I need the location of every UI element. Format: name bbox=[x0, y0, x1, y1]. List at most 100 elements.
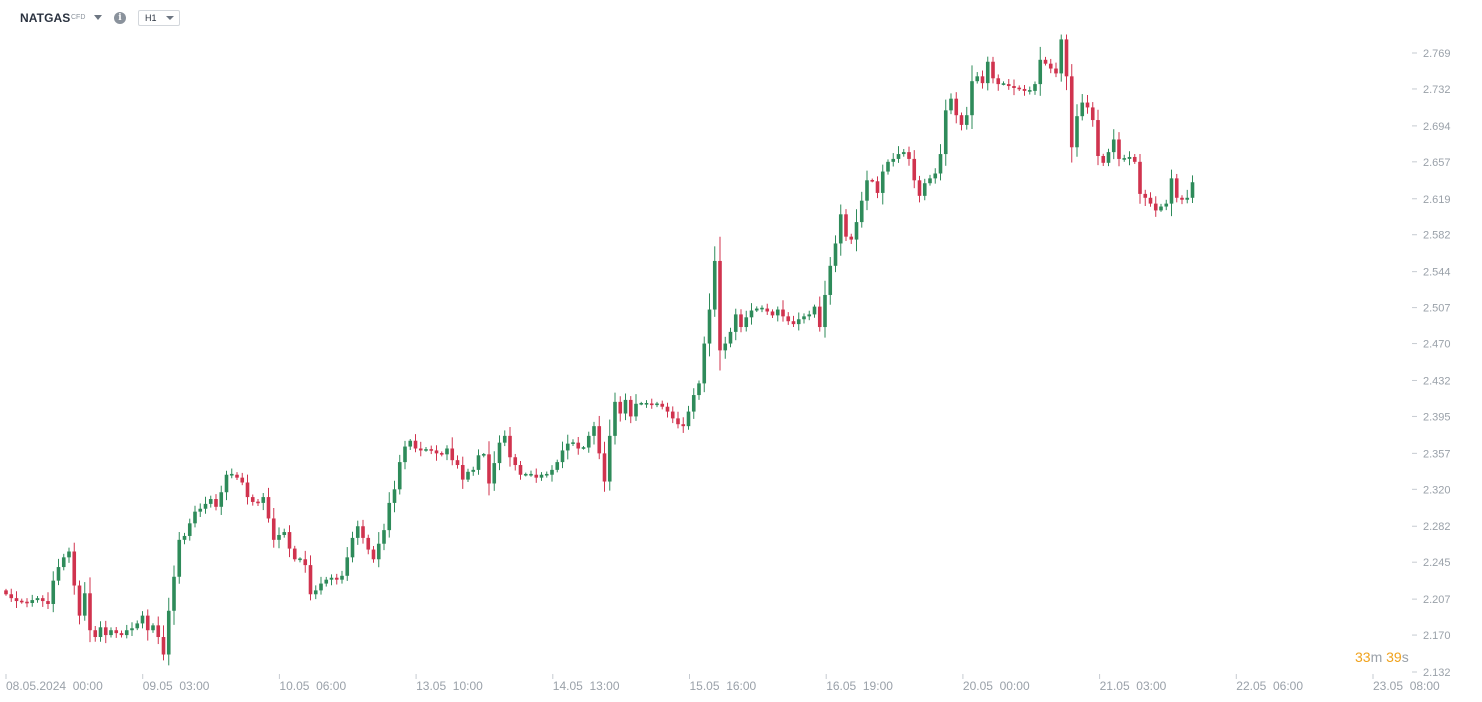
candle-body bbox=[980, 76, 985, 84]
candle-body bbox=[124, 630, 129, 636]
time-tick-label: 09.05 03:00 bbox=[143, 679, 210, 693]
time-tick-label: 16.05 19:00 bbox=[826, 679, 893, 693]
symbol-name[interactable]: NATGAS bbox=[20, 11, 71, 25]
candle-body bbox=[319, 583, 323, 591]
candle-body bbox=[361, 526, 365, 538]
symbol-dropdown-icon[interactable] bbox=[94, 15, 102, 20]
candle-body bbox=[970, 81, 974, 116]
candle-body bbox=[1059, 39, 1064, 74]
candle-body bbox=[1127, 156, 1132, 159]
candle-body bbox=[949, 98, 953, 111]
candle-body bbox=[182, 535, 187, 540]
info-icon[interactable]: i bbox=[114, 12, 126, 24]
candle-body bbox=[508, 435, 512, 458]
countdown-minutes: 33 bbox=[1355, 649, 1371, 665]
candle-body bbox=[103, 627, 108, 636]
candle-body bbox=[229, 473, 234, 476]
candle-body bbox=[308, 565, 313, 595]
price-tick-label: 2.132 bbox=[1423, 667, 1451, 679]
price-tick-label: 2.582 bbox=[1423, 230, 1451, 242]
candle-body bbox=[676, 418, 680, 425]
price-tick-label: 2.395 bbox=[1423, 411, 1451, 423]
candle-body bbox=[1080, 102, 1085, 117]
candle-body bbox=[1054, 68, 1058, 74]
candle-body bbox=[886, 161, 890, 172]
candle-body bbox=[340, 575, 344, 580]
time-tick-label: 14.05 13:00 bbox=[553, 679, 620, 693]
candle-body bbox=[166, 610, 171, 655]
candle-body bbox=[718, 260, 722, 351]
candle-body bbox=[786, 316, 791, 322]
candle-body bbox=[1101, 156, 1106, 163]
candle-body bbox=[403, 446, 407, 463]
candle-body bbox=[466, 471, 470, 480]
candle-body bbox=[686, 411, 691, 427]
candle-body bbox=[502, 435, 507, 443]
time-tick-label: 13.05 10:00 bbox=[416, 679, 483, 693]
candle-body bbox=[691, 395, 696, 412]
candle-body bbox=[345, 557, 350, 576]
price-tick-label: 2.657 bbox=[1423, 157, 1451, 169]
candle-body bbox=[177, 539, 182, 577]
candle-body bbox=[875, 181, 880, 193]
candle-body bbox=[245, 482, 250, 498]
candle-body bbox=[72, 551, 77, 586]
candle-body bbox=[880, 171, 885, 193]
candle-body bbox=[240, 477, 245, 483]
candle-body bbox=[1190, 182, 1195, 198]
candle-body bbox=[907, 152, 911, 159]
candle-body bbox=[597, 426, 602, 454]
candle-body bbox=[581, 447, 586, 449]
candle-body bbox=[77, 585, 82, 616]
candle-body bbox=[298, 558, 302, 561]
candle-body bbox=[214, 499, 218, 507]
candle-body bbox=[938, 154, 943, 174]
candle-body bbox=[518, 465, 523, 475]
candle-body bbox=[371, 549, 376, 560]
candle-body bbox=[1132, 156, 1137, 162]
candle-body bbox=[151, 625, 155, 631]
candle-body bbox=[397, 462, 402, 490]
timeframe-select[interactable]: H1 bbox=[138, 10, 180, 26]
candle-body bbox=[439, 453, 444, 455]
candle-body bbox=[760, 307, 764, 310]
candle-body bbox=[266, 497, 271, 519]
candle-body bbox=[277, 534, 281, 540]
candle-body bbox=[1064, 39, 1069, 77]
candle-body bbox=[865, 180, 869, 201]
candle-body bbox=[802, 316, 806, 320]
candle-body bbox=[681, 424, 686, 427]
candle-body bbox=[649, 403, 654, 406]
candle-body bbox=[1164, 203, 1169, 207]
countdown-minutes-unit: m bbox=[1370, 649, 1383, 665]
time-tick-label: 08.05.2024 00:00 bbox=[6, 679, 103, 693]
candle-body bbox=[334, 577, 339, 580]
candle-body bbox=[329, 577, 334, 580]
candle-body bbox=[697, 383, 701, 396]
time-tick-label: 23.05 08:00 bbox=[1373, 679, 1440, 693]
candle-body bbox=[187, 523, 192, 536]
price-tick-label: 2.507 bbox=[1423, 303, 1451, 315]
chart-toolbar: NATGAS CFD i H1 bbox=[0, 0, 300, 36]
candle-body bbox=[1048, 63, 1053, 69]
candle-body bbox=[660, 403, 665, 407]
candle-body bbox=[928, 178, 932, 184]
candle-body bbox=[712, 260, 717, 310]
candle-body bbox=[140, 615, 145, 624]
candle-body bbox=[35, 598, 40, 601]
candle-body bbox=[1117, 139, 1121, 159]
candle-body bbox=[901, 152, 906, 155]
candle-body bbox=[1090, 107, 1095, 121]
candle-body bbox=[602, 453, 607, 482]
candle-body bbox=[224, 474, 229, 493]
candle-body bbox=[828, 265, 833, 295]
candle-body bbox=[366, 537, 371, 550]
price-tick-label: 2.432 bbox=[1423, 375, 1451, 387]
price-tick-label: 2.245 bbox=[1423, 557, 1451, 569]
candle-body bbox=[618, 401, 623, 414]
candle-body bbox=[30, 600, 35, 604]
symbol-type: CFD bbox=[71, 14, 86, 21]
candle-body bbox=[418, 448, 423, 451]
candles bbox=[4, 34, 1195, 666]
